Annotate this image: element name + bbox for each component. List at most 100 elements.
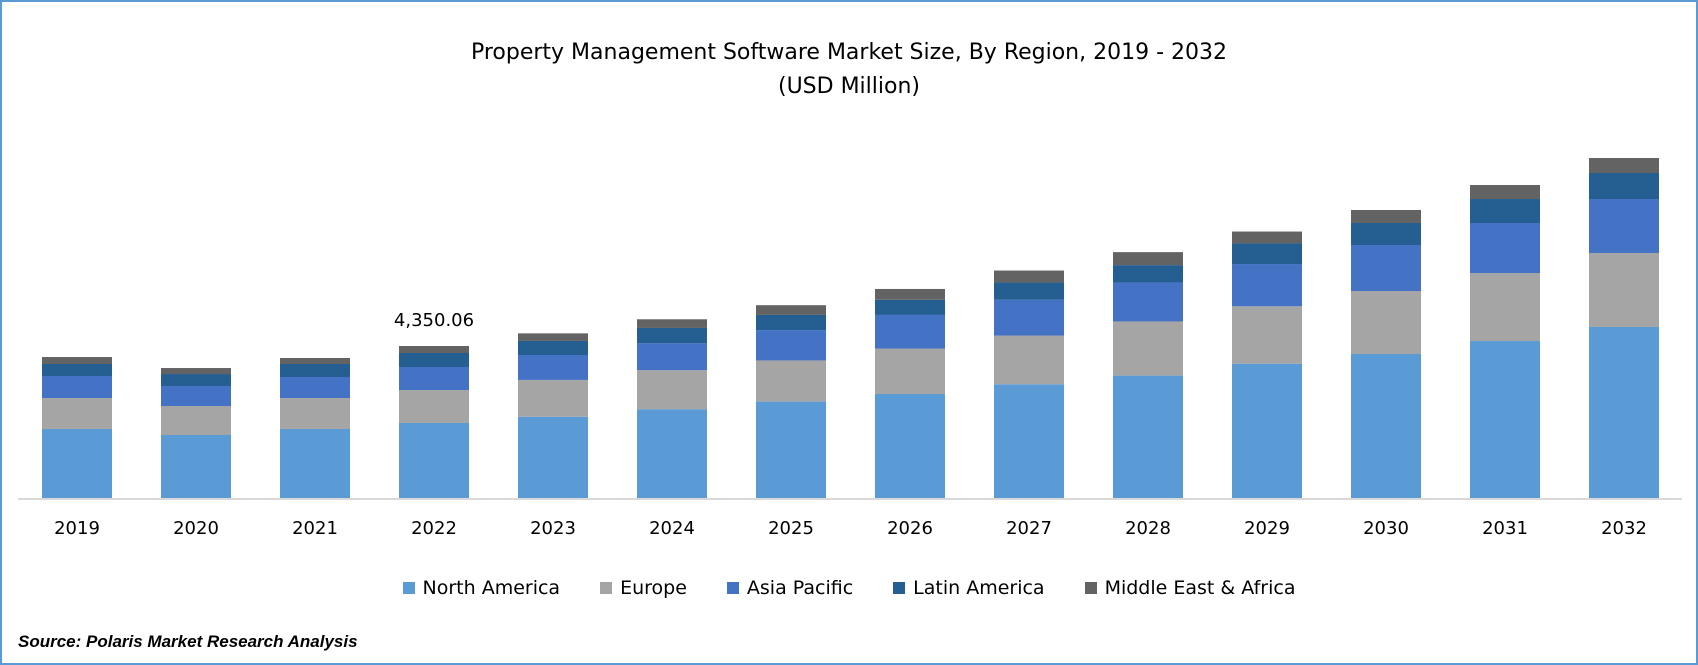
bar-segment-2021-europe bbox=[280, 398, 350, 429]
bar-segment-2026-europe bbox=[875, 348, 945, 395]
x-tick-label: 2031 bbox=[1482, 518, 1528, 539]
x-tick-label: 2019 bbox=[54, 518, 100, 539]
bar-segment-2024-latin-america bbox=[637, 327, 707, 344]
bar-segment-2022-latin-america bbox=[399, 352, 469, 368]
bar-segment-2030-europe bbox=[1351, 291, 1421, 355]
legend-label: Middle East & Africa bbox=[1104, 577, 1296, 599]
bar-segment-2031-europe bbox=[1470, 273, 1540, 342]
chart-subtitle: (USD Million) bbox=[777, 74, 920, 99]
legend-swatch bbox=[893, 582, 906, 594]
bar-segment-2021-asia-pacific bbox=[280, 377, 350, 398]
legend-item: North America bbox=[402, 577, 561, 599]
legend-swatch bbox=[726, 582, 739, 594]
bar-segment-2022-asia-pacific bbox=[399, 367, 469, 390]
bar-segment-2025-middle-east-africa bbox=[756, 305, 826, 315]
legend-label: Europe bbox=[620, 577, 687, 599]
x-tick-label: 2028 bbox=[1125, 518, 1171, 539]
legend-item: Europe bbox=[600, 577, 687, 599]
plot-area: 2019 2020 2021 2022 4,350.06 2023 2024 2025 2026… bbox=[18, 158, 1682, 539]
bar-segment-2024-asia-pacific bbox=[637, 343, 707, 371]
bar-segment-2026-middle-east-africa bbox=[875, 288, 945, 300]
legend-label: Latin America bbox=[913, 577, 1045, 599]
x-tick-label: 2030 bbox=[1363, 518, 1409, 539]
legend-swatch bbox=[402, 582, 415, 594]
bar-segment-2030-asia-pacific bbox=[1351, 244, 1421, 292]
bar-segment-2020-europe bbox=[161, 406, 231, 436]
legend-item: Asia Pacific bbox=[726, 577, 854, 599]
bar-segment-2032-middle-east-africa bbox=[1589, 158, 1659, 174]
data-label: 4,350.06 bbox=[394, 310, 474, 331]
bar-segment-2026-north-america bbox=[875, 394, 945, 498]
bar-segment-2031-north-america bbox=[1470, 341, 1540, 498]
legend-label: North America bbox=[422, 577, 561, 599]
bar-segment-2029-asia-pacific bbox=[1232, 264, 1302, 307]
bar-segment-2027-middle-east-africa bbox=[994, 270, 1064, 283]
bar-segment-2032-asia-pacific bbox=[1589, 199, 1659, 253]
bar-segment-2027-latin-america bbox=[994, 282, 1064, 300]
bar-segment-2021-middle-east-africa bbox=[280, 357, 350, 365]
bar-segment-2020-middle-east-africa bbox=[161, 368, 231, 375]
x-tick-label: 2020 bbox=[173, 518, 219, 539]
bar-segment-2019-north-america bbox=[42, 428, 112, 498]
x-tick-label: 2029 bbox=[1244, 518, 1290, 539]
bar-segment-2021-latin-america bbox=[280, 364, 350, 378]
bar-segment-2019-latin-america bbox=[42, 364, 112, 376]
x-tick-label: 2026 bbox=[887, 518, 933, 539]
bar-segment-2020-north-america bbox=[161, 435, 231, 498]
bar-segment-2024-north-america bbox=[637, 409, 707, 498]
bar-segment-2032-europe bbox=[1589, 252, 1659, 328]
chart-title: Property Management Software Market Size… bbox=[470, 40, 1228, 65]
x-tick-label: 2023 bbox=[530, 518, 576, 539]
bar-segment-2027-europe bbox=[994, 335, 1064, 385]
bar-segment-2029-middle-east-africa bbox=[1232, 231, 1302, 244]
source-note: Source: Polaris Market Research Analysis bbox=[18, 632, 358, 651]
x-tick-label: 2021 bbox=[292, 518, 338, 539]
bar-segment-2024-middle-east-africa bbox=[637, 319, 707, 328]
bar-segment-2023-north-america bbox=[518, 416, 588, 498]
legend-item: Middle East & Africa bbox=[1084, 577, 1296, 599]
x-tick-label: 2024 bbox=[649, 518, 695, 539]
bar-segment-2022-middle-east-africa bbox=[399, 346, 469, 353]
bar-segment-2022-north-america bbox=[399, 422, 469, 498]
bar-segment-2021-north-america bbox=[280, 428, 350, 498]
bar-segment-2025-north-america bbox=[756, 401, 826, 498]
bar-segment-2031-asia-pacific bbox=[1470, 223, 1540, 274]
bar-segment-2027-asia-pacific bbox=[994, 299, 1064, 336]
bar-segment-2028-latin-america bbox=[1113, 265, 1183, 283]
bar-segment-2020-asia-pacific bbox=[161, 386, 231, 407]
bar-segment-2019-europe bbox=[42, 398, 112, 429]
bar-segment-2029-europe bbox=[1232, 306, 1302, 364]
bar-segment-2025-asia-pacific bbox=[756, 330, 826, 361]
x-tick-label: 2025 bbox=[768, 518, 814, 539]
bar-segment-2030-north-america bbox=[1351, 354, 1421, 498]
bar-segment-2028-north-america bbox=[1113, 375, 1183, 498]
bar-segment-2024-europe bbox=[637, 370, 707, 410]
bar-segment-2023-latin-america bbox=[518, 340, 588, 356]
bar-segment-2028-middle-east-africa bbox=[1113, 252, 1183, 266]
bar-segment-2020-latin-america bbox=[161, 374, 231, 387]
legend: North America Europe Asia Pacific Latin Ame… bbox=[2, 577, 1696, 599]
legend-swatch bbox=[1084, 582, 1097, 594]
bar-segment-2028-asia-pacific bbox=[1113, 282, 1183, 322]
bar-segment-2026-latin-america bbox=[875, 299, 945, 315]
bar-segment-2031-middle-east-africa bbox=[1470, 185, 1540, 200]
bar-segment-2022-europe bbox=[399, 389, 469, 423]
bar-segment-2030-middle-east-africa bbox=[1351, 209, 1421, 223]
bar-segment-2028-europe bbox=[1113, 321, 1183, 376]
bar-segment-2019-middle-east-africa bbox=[42, 357, 112, 365]
bar-segment-2030-latin-america bbox=[1351, 222, 1421, 245]
legend-swatch bbox=[600, 582, 613, 594]
legend-label: Asia Pacific bbox=[746, 577, 854, 599]
x-tick-label: 2027 bbox=[1006, 518, 1052, 539]
bar-segment-2023-asia-pacific bbox=[518, 355, 588, 380]
bar-segment-2032-north-america bbox=[1589, 327, 1659, 498]
legend-item: Latin America bbox=[893, 577, 1045, 599]
x-tick-label: 2032 bbox=[1601, 518, 1647, 539]
bar-segment-2019-asia-pacific bbox=[42, 375, 112, 398]
bar-segment-2027-north-america bbox=[994, 384, 1064, 498]
bar-segment-2025-latin-america bbox=[756, 314, 826, 331]
bar-segment-2029-north-america bbox=[1232, 363, 1302, 498]
bar-segment-2026-asia-pacific bbox=[875, 314, 945, 349]
bar-segment-2025-europe bbox=[756, 360, 826, 402]
